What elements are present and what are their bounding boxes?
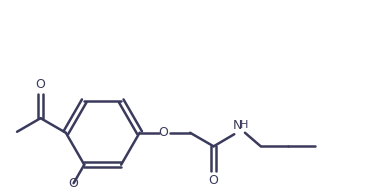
- Text: O: O: [68, 177, 79, 190]
- Text: N: N: [233, 119, 242, 132]
- Text: H: H: [240, 120, 248, 130]
- Text: O: O: [158, 126, 168, 139]
- Text: O: O: [209, 173, 219, 187]
- Text: O: O: [36, 78, 46, 91]
